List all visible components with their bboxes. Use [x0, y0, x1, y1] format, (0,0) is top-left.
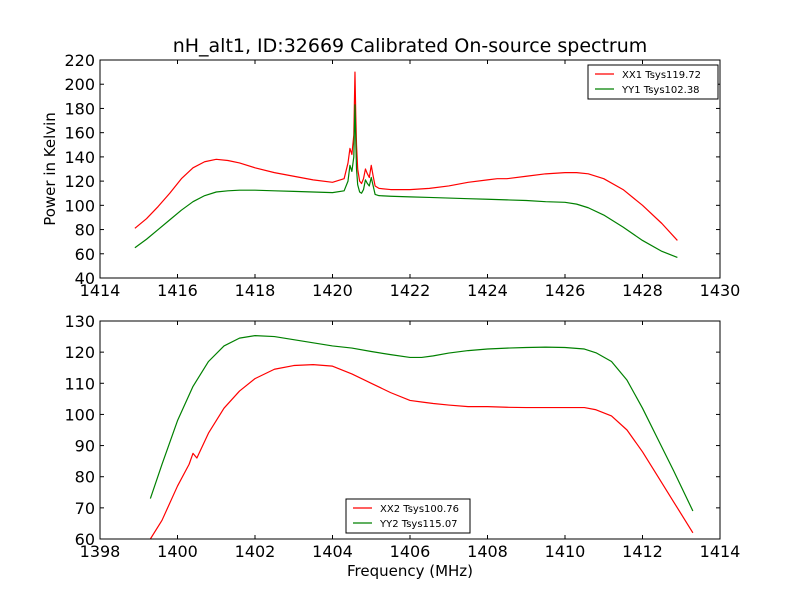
- bottom-y-tick-label: 110: [64, 374, 95, 393]
- top-x-tick-label: 1430: [700, 281, 741, 300]
- bottom-y-tick-label: 70: [75, 499, 95, 518]
- top-legend-entry: XX1 Tsys119.72: [622, 70, 701, 81]
- top-legend: XX1 Tsys119.72 YY1 Tsys102.38: [587, 64, 719, 100]
- top-legend-box: [587, 64, 719, 100]
- bottom-legend-box: [345, 498, 471, 534]
- top-x-tick-label: 1428: [622, 281, 663, 300]
- top-y-tick-label: 60: [75, 245, 95, 264]
- bottom-series-line-1: [149, 364, 694, 539]
- top-y-tick-label: 160: [64, 124, 95, 143]
- bottom-y-tick-label: 60: [75, 530, 95, 549]
- top-x-tick-label: 1426: [545, 281, 586, 300]
- bottom-x-tick-label: 1412: [622, 542, 663, 561]
- bottom-x-tick-label: 1410: [545, 542, 586, 561]
- bottom-x-tick-label: 1400: [157, 542, 198, 561]
- top-y-axis-label: Power in Kelvin: [41, 112, 59, 226]
- top-x-tick-label: 1418: [235, 281, 276, 300]
- top-x-tick-label: 1414: [80, 281, 121, 300]
- top-series-line-1: [134, 71, 678, 241]
- bottom-y-tick-label: 90: [75, 437, 95, 456]
- top-y-tick-label: 120: [64, 172, 95, 191]
- bottom-x-axis-label: Frequency (MHz): [347, 562, 473, 580]
- bottom-x-tick-label: 1406: [390, 542, 431, 561]
- bottom-x-tick-label: 1404: [312, 542, 353, 561]
- top-series-line-2: [134, 104, 678, 258]
- bottom-legend-entry: XX2 Tsys100.76: [380, 504, 459, 515]
- top-axes: 1414 1416 1418 1420 1422 1424 1426 1428 1430 40 60…: [41, 51, 740, 300]
- top-y-tick-label: 100: [64, 196, 95, 215]
- top-x-tick-label: 1420: [312, 281, 353, 300]
- bottom-y-tick-label: 100: [64, 405, 95, 424]
- bottom-y-tick-label: 80: [75, 468, 95, 487]
- figure-title: nH_alt1, ID:32669 Calibrated On-source s…: [173, 35, 648, 57]
- top-x-tick-label: 1416: [157, 281, 198, 300]
- top-y-tick-label: 220: [64, 51, 95, 70]
- top-x-tick-label: 1424: [467, 281, 508, 300]
- top-y-tick-label: 140: [64, 148, 95, 167]
- bottom-y-tick-label: 120: [64, 343, 95, 362]
- top-y-tick-label: 40: [75, 269, 95, 288]
- bottom-x-tick-label: 1402: [235, 542, 276, 561]
- bottom-x-tick-label: 1398: [80, 542, 121, 561]
- bottom-legend-entry: YY2 Tsys115.07: [379, 519, 458, 530]
- top-x-tick-label: 1422: [390, 281, 431, 300]
- bottom-axes: 1398 1400 1402 1404 1406 1408 1410 1412 1414 60 70…: [64, 312, 740, 580]
- bottom-x-tick-label: 1408: [467, 542, 508, 561]
- top-legend-entry: YY1 Tsys102.38: [621, 85, 700, 96]
- bottom-legend: XX2 Tsys100.76 YY2 Tsys115.07: [345, 498, 471, 534]
- bottom-x-tick-label: 1414: [700, 542, 741, 561]
- top-y-tick-label: 80: [75, 221, 95, 240]
- top-y-tick-label: 200: [64, 75, 95, 94]
- bottom-y-tick-label: 130: [64, 312, 95, 331]
- bottom-series-line-2: [149, 335, 694, 512]
- top-y-tick-label: 180: [64, 99, 95, 118]
